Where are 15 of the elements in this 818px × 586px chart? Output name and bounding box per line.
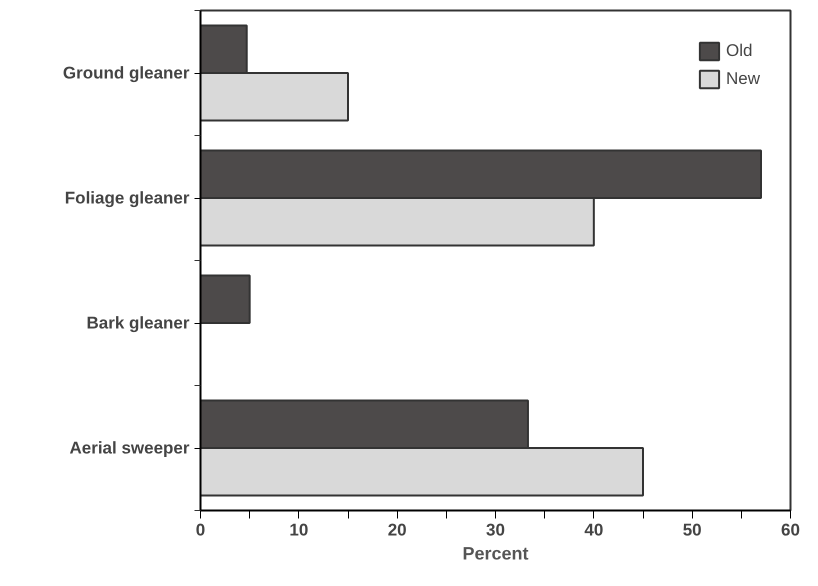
y-tick-label: Ground gleaner [62, 64, 190, 82]
x-tick-label: 60 [781, 520, 800, 540]
x-tick-label: 50 [682, 520, 702, 540]
legend-label: Old [726, 41, 752, 61]
x-tick-label: 30 [486, 520, 505, 540]
y-tick-label: Bark gleaner [86, 314, 190, 332]
x-tick-label: 40 [584, 520, 604, 540]
x-tick-label: 10 [289, 520, 308, 540]
y-tick-label: Aerial sweeper [69, 438, 190, 458]
x-axis-title: Percent [462, 544, 529, 564]
legend-label: New [726, 69, 760, 89]
bar [200, 274, 251, 324]
x-tick-label: 20 [388, 520, 407, 540]
x-tick-label: 0 [196, 520, 206, 540]
y-tick-label: Foliage gleaner [64, 188, 190, 208]
